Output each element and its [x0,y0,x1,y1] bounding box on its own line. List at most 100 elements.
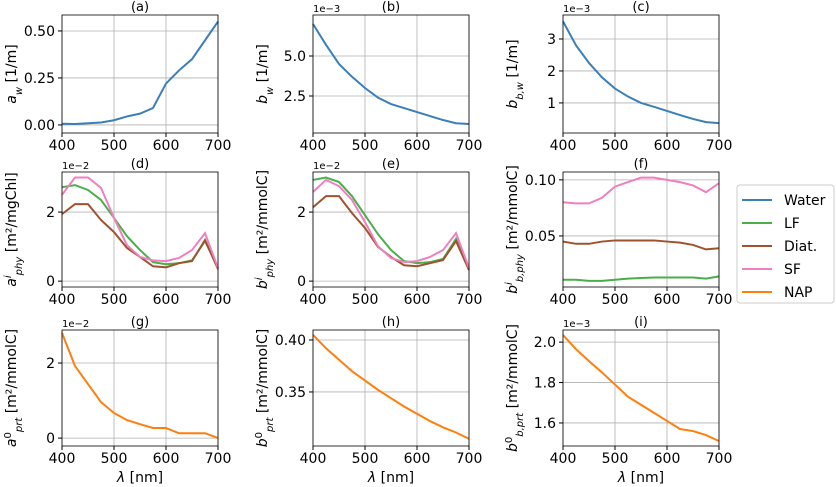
y-axis-label: biphy [m²/mmolC] [254,170,276,289]
x-tick-label: 400 [300,292,327,308]
x-tick-label: 400 [550,292,577,308]
y-tick-label: 0.25 [24,71,55,87]
x-tick-label: 700 [205,451,232,467]
series-line [563,275,720,282]
label-part: [1/m] [4,44,20,87]
plot-frame [61,14,219,134]
y-tick-label: 2 [46,356,55,372]
label-part: [nm] [125,470,163,486]
plot-frame [312,329,470,447]
legend-label: SF [784,262,801,278]
x-tick-label: 500 [101,451,128,467]
y-axis-label: bib,phy [m²/mmolC] [504,165,526,294]
label-part: b [505,100,521,109]
y-axis-label: a0prt [m²/mmolC] [3,329,25,447]
x-tick-label: 500 [602,451,629,467]
label-part: a [4,95,20,104]
series-line [312,176,470,269]
y-tick-label: 0.35 [275,385,306,401]
y-tick-label: 0 [46,431,55,447]
y-axis-label: aw [1/m] [4,44,25,103]
y-tick-label: 1 [547,96,556,112]
label-part: b [505,443,521,452]
x-tick-label: 500 [101,138,128,154]
label-part: i [254,277,265,280]
x-tick-label: 600 [654,138,681,154]
plot-frame [562,14,720,134]
label-part: w [265,86,276,95]
label-part: a [4,439,20,448]
series-line [562,239,720,251]
label-part: λ [617,470,626,486]
series-line [61,332,219,440]
label-part: [m²/mmolC] [505,165,521,254]
label-part: a [4,278,20,287]
y-tick-label: 2.0 [534,335,556,351]
y-axis-label: bw [1/m] [255,44,276,104]
series-line [562,334,720,443]
y-tick-label: 2 [297,205,306,221]
legend-label: Water [784,193,826,209]
chart-title: (g) [131,315,149,330]
x-tick-label: 700 [706,292,733,308]
series-line [562,176,720,205]
label-part: prt [265,417,276,433]
label-part: b [255,95,271,104]
y-tick-label: 0.10 [525,173,556,189]
chart-title: (d) [131,157,149,172]
x-tick-label: 600 [404,138,431,154]
label-part: w [14,86,25,95]
x-tick-label: 600 [654,451,681,467]
y-tick-label: 0.40 [275,333,306,349]
series-line [312,178,470,269]
label-part: b,prt [515,412,526,437]
x-tick-label: 400 [550,138,577,154]
offset-text: 1e−3 [563,319,590,330]
series-line [312,23,470,126]
x-tick-label: 600 [654,292,681,308]
x-tick-label: 600 [153,451,180,467]
y-tick-label: 0 [297,274,306,290]
plot-frame [562,171,720,288]
plot-frame [562,329,720,447]
x-tick-label: 400 [49,451,76,467]
offset-text: 1e−2 [62,319,89,330]
label-part: b [255,438,271,447]
label-part: b,phy [515,253,526,282]
chart-title: (f) [634,157,649,172]
x-tick-label: 600 [404,451,431,467]
y-tick-label: 1.6 [534,416,556,432]
series-line [312,334,470,440]
label-part: [1/m] [505,39,521,82]
x-tick-label: 600 [153,292,180,308]
y-tick-label: 3 [547,32,556,48]
plot-frame [312,171,470,288]
y-tick-label: 2 [46,205,55,221]
legend-label: NAP [784,285,813,301]
x-tick-label: 700 [706,451,733,467]
chart-title: (e) [382,157,400,172]
x-tick-label: 500 [101,292,128,308]
x-tick-label: 600 [153,138,180,154]
y-tick-label: 0.00 [24,118,55,134]
x-tick-label: 400 [49,138,76,154]
chart-title: (h) [382,315,400,330]
legend-label: Diat. [784,239,817,255]
y-axis-label: bb,w [1/m] [505,39,526,108]
label-part: b [505,285,521,294]
x-tick-label: 400 [300,138,327,154]
offset-text: 1e−3 [563,4,590,15]
label-part: [nm] [376,470,414,486]
series-line [562,20,720,125]
x-tick-label: 700 [706,138,733,154]
label-part: phy [265,258,276,279]
x-tick-label: 500 [352,292,379,308]
chart-title: (a) [131,0,149,15]
x-tick-label: 400 [300,451,327,467]
y-tick-label: 2 [547,64,556,80]
label-part: 0 [504,437,515,443]
label-part: b [255,280,271,289]
label-part: 0 [3,432,14,438]
label-part: [m²/mmolC] [505,324,521,413]
